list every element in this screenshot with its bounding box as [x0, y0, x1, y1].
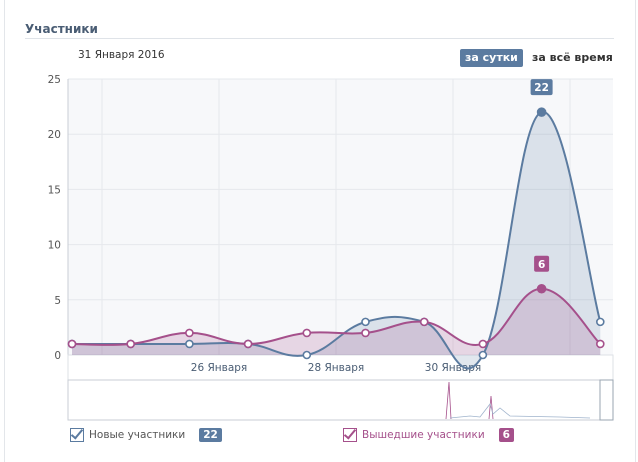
navigator-handle[interactable] — [599, 379, 614, 421]
data-point — [185, 339, 194, 349]
legend-left[interactable]: Вышедшие участники 6 — [343, 428, 514, 442]
data-point — [185, 328, 194, 338]
navigator-sparkline-new — [449, 403, 591, 419]
y-tick-label: 10 — [48, 240, 61, 252]
series-line-1 — [71, 287, 602, 347]
x-tick-label: 28 Января — [308, 362, 364, 374]
data-point — [536, 283, 547, 294]
y-tick-label: 5 — [54, 295, 61, 307]
peak-label: 6 — [538, 259, 545, 271]
checkbox-left[interactable] — [343, 428, 357, 442]
legend-new[interactable]: Новые участники 22 — [70, 428, 222, 442]
data-point — [595, 317, 605, 327]
data-point — [302, 328, 312, 338]
period-day-button[interactable]: за сутки — [460, 49, 523, 67]
y-tick-label: 25 — [48, 74, 61, 86]
legend-left-count: 6 — [498, 428, 514, 442]
peak-label: 22 — [534, 82, 549, 94]
legend-left-label: Вышедшие участники — [362, 429, 485, 441]
divider — [25, 38, 614, 39]
data-point — [478, 350, 488, 360]
legend-new-label: Новые участники — [89, 429, 186, 441]
section-title: Участники — [25, 22, 98, 36]
panel-frame — [4, 0, 636, 462]
data-point — [361, 317, 370, 327]
data-point — [302, 350, 312, 360]
checkbox-new[interactable] — [70, 428, 84, 442]
legend-new-count: 22 — [199, 428, 222, 442]
y-tick-label: 0 — [54, 350, 61, 362]
x-tick-label: 30 Января — [425, 362, 481, 374]
series-area-1 — [72, 288, 601, 355]
x-tick-label: 26 Января — [191, 362, 247, 374]
peak-label-bg — [530, 79, 553, 96]
current-date: 31 Января 2016 — [78, 49, 165, 61]
plot-background — [68, 79, 613, 355]
peak-label-bg — [534, 255, 550, 272]
y-tick-label: 20 — [48, 129, 61, 141]
data-point — [126, 339, 135, 349]
data-point — [595, 339, 605, 349]
data-point — [243, 339, 253, 349]
data-point — [536, 107, 547, 117]
data-point — [67, 339, 77, 349]
y-tick-label: 15 — [48, 184, 61, 196]
period-all-button[interactable]: за всё время — [532, 51, 613, 64]
navigator — [67, 379, 614, 421]
data-point — [419, 317, 429, 327]
data-point — [478, 339, 488, 349]
data-point — [361, 328, 370, 338]
series-area-0 — [72, 111, 601, 369]
